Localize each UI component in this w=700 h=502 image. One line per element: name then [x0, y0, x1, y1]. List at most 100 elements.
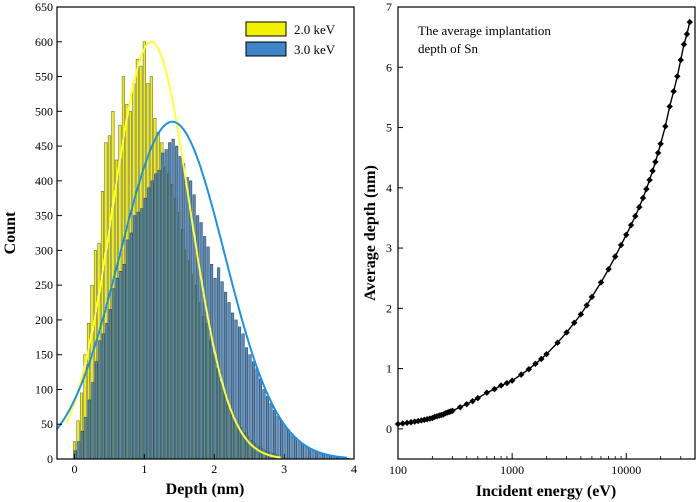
average-depth-line	[397, 21, 691, 425]
bar-3kev	[126, 239, 130, 460]
bar-3kev	[300, 443, 304, 460]
depth-marker	[680, 41, 688, 48]
depth-marker	[657, 140, 664, 148]
depth-marker	[623, 231, 630, 239]
bar-3kev	[143, 197, 147, 460]
depth-y-tick-label: 4	[386, 181, 392, 195]
depth-y-tick-label: 6	[386, 60, 392, 74]
depth-y-tick-label: 0	[386, 422, 392, 436]
depth-marker	[654, 149, 662, 157]
depth-marker	[399, 420, 406, 427]
depth-marker	[577, 311, 585, 318]
bar-3kev	[171, 138, 175, 460]
depth-marker	[646, 176, 653, 184]
depth-energy-panel: 100 1000 10000 0 1 2 3 4 5 6 7 Incident energy (e…	[362, 0, 696, 500]
bar-3kev	[112, 288, 116, 460]
histogram-y-tick-label: 150	[35, 348, 53, 362]
histogram-y-tick-label: 650	[35, 0, 53, 14]
histogram-plot-frame	[56, 6, 355, 460]
depth-marker	[469, 397, 476, 405]
bar-3kev	[84, 417, 88, 460]
histogram-x-tick-label: 3	[281, 462, 287, 476]
depth-plot-frame	[397, 6, 696, 460]
depth-marker	[538, 355, 545, 363]
bar-3kev	[304, 446, 308, 460]
histogram-x-axis-title: Depth (nm)	[166, 481, 245, 498]
histogram-y-tick-label: 550	[35, 70, 53, 84]
depth-marker	[670, 88, 677, 95]
bar-3kev	[245, 347, 249, 460]
depth-marker	[456, 403, 464, 411]
bar-3kev	[273, 410, 277, 460]
depth-y-tick-label: 3	[386, 241, 392, 255]
bar-3kev	[178, 156, 182, 460]
histogram-y-tick-label: 300	[35, 243, 53, 257]
bar-3kev	[147, 187, 151, 460]
bar-3kev	[280, 420, 284, 460]
bar-3kev	[266, 396, 270, 460]
bar-3kev	[213, 277, 217, 460]
bar-3kev	[210, 264, 214, 460]
series-3kev-fit-curve	[56, 120, 348, 459]
bar-3kev	[290, 433, 294, 460]
depth-marker	[643, 185, 650, 193]
depth-marker	[532, 360, 539, 367]
bar-3kev	[227, 302, 231, 460]
bar-3kev	[283, 425, 287, 460]
histogram-y-tick-label: 250	[35, 278, 53, 292]
bar-3kev	[199, 222, 203, 460]
depth-x-tick-label: 1000	[500, 463, 524, 477]
bar-3kev	[119, 271, 123, 460]
histogram-x-tick-label: 2	[211, 462, 217, 476]
depth-y-tick-label: 2	[386, 301, 392, 315]
depth-y-tick-label: 1	[386, 362, 392, 376]
depth-marker	[636, 203, 643, 211]
bar-3kev	[286, 429, 291, 460]
bar-3kev	[168, 142, 172, 460]
bar-3kev	[150, 180, 154, 460]
bar-3kev	[252, 361, 256, 460]
histogram-y-tick-label: 500	[35, 104, 53, 118]
depth-marker	[483, 389, 491, 396]
depth-marker	[583, 302, 590, 309]
bar-3kev	[80, 430, 84, 460]
legend-label-3kev: 3.0 keV	[294, 42, 336, 57]
bar-3kev	[276, 415, 280, 460]
bar-3kev	[175, 145, 179, 460]
depth-x-axis-title: Incident energy (eV)	[476, 483, 616, 500]
depth-marker	[597, 279, 605, 286]
histogram-y-tick-label: 0	[47, 452, 53, 466]
depth-marker	[632, 212, 639, 220]
depth-marker	[503, 379, 511, 387]
depth-marker	[571, 319, 578, 326]
bar-3kev	[115, 277, 119, 460]
depth-marker	[662, 123, 669, 130]
depth-marker	[674, 73, 681, 80]
bar-3kev	[122, 264, 126, 460]
bar-3kev	[220, 281, 224, 460]
depth-marker	[554, 339, 561, 346]
bar-3kev	[259, 378, 263, 460]
depth-marker	[612, 253, 619, 260]
depth-marker	[543, 350, 550, 358]
histogram-y-tick-label: 450	[35, 139, 53, 153]
bar-3kev	[203, 236, 207, 460]
bar-3kev	[311, 450, 315, 460]
bar-3kev	[241, 333, 245, 460]
bar-3kev	[164, 149, 168, 460]
bar-3kev	[293, 437, 297, 460]
bar-3kev	[314, 451, 318, 460]
depth-y-tick-label: 5	[386, 121, 392, 135]
depth-marker	[627, 221, 635, 229]
series-2kev-fit-curve	[65, 40, 281, 459]
bar-3kev	[87, 399, 91, 460]
histogram-panel: 0 1 2 3 4 0 50 100 150 200 250 300 350 400 450 500 550 6…	[2, 0, 357, 498]
histogram-y-tick-label: 400	[35, 174, 53, 188]
bar-3kev	[108, 309, 112, 460]
histogram-x-tick-label: 0	[71, 462, 77, 476]
histogram-x-ticks: 0 1 2 3 4	[71, 454, 357, 476]
depth-marker	[686, 18, 693, 26]
bar-3kev	[182, 163, 186, 460]
depth-marker	[449, 407, 456, 414]
depth-x-ticks: 100 1000 10000	[389, 453, 696, 477]
